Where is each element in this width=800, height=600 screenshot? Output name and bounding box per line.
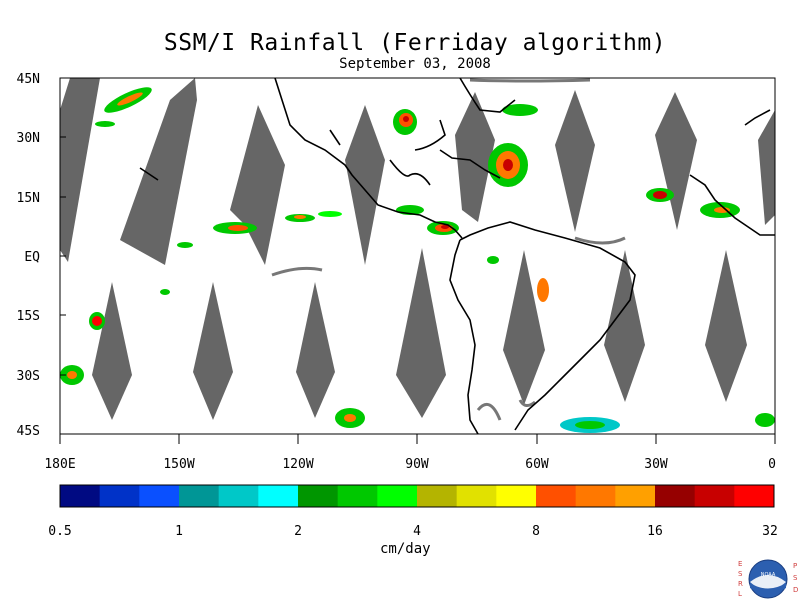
lon-label-30w: 30W [644,457,668,472]
colorbar-label-3: 4 [413,524,421,539]
colorbar-cell-11 [496,485,537,507]
svg-text:R: R [738,580,743,588]
map-title: SSM/I Rainfall (Ferriday algorithm) [163,30,667,56]
swath-n1 [60,78,100,262]
colorbar-cell-1 [99,485,140,507]
svg-text:L: L [738,590,742,598]
swath-n7 [655,92,697,230]
lon-label-60w: 60W [525,457,549,472]
svg-text:D: D [793,586,798,594]
colorbar-cell-6 [298,485,339,507]
colorbar-label-1: 1 [175,524,183,539]
colorbar-cell-16 [694,485,735,507]
swath-s5 [503,250,545,405]
lat-label-eq: EQ [24,250,40,265]
axis-ticks [59,77,776,444]
lon-label-0: 0 [768,457,776,472]
colorbar [60,485,775,507]
svg-text:S: S [793,574,798,582]
swath-s2 [193,282,233,420]
lat-label-45n: 45N [17,72,40,87]
lon-label-180e: 180E [44,457,75,472]
colorbar-units: cm/day [380,541,431,557]
swath-n5 [455,92,495,222]
swath-n6 [555,90,595,232]
colorbar-label-6: 32 [762,524,778,539]
swath-s7 [705,250,747,402]
colorbar-cell-15 [655,485,696,507]
swath-n2 [120,78,197,265]
lat-label-15n: 15N [17,191,40,206]
svg-text:E: E [738,560,742,568]
colorbar-cell-12 [536,485,577,507]
colorbar-cell-17 [734,485,775,507]
swath-s6 [604,250,645,402]
lat-label-30s: 30S [17,369,40,384]
swath-s1 [92,282,132,420]
colorbar-cell-3 [179,485,220,507]
lon-labels: 180E 150W 120W 90W 60W 30W 0 [44,457,776,472]
colorbar-cell-13 [575,485,616,507]
colorbar-cell-5 [258,485,299,507]
svg-text:S: S [738,570,743,578]
lon-label-90w: 90W [405,457,429,472]
svg-text:P: P [793,562,797,570]
coastlines [139,77,775,435]
svg-text:NOAA: NOAA [761,572,776,578]
swath-n3 [230,105,285,265]
colorbar-cell-2 [139,485,180,507]
colorbar-cell-9 [417,485,458,507]
colorbar-cell-10 [456,485,497,507]
swath-n4 [345,105,385,265]
lat-label-15s: 15S [17,309,40,324]
lat-label-30n: 30N [17,131,40,146]
swath-s4 [396,248,446,418]
colorbar-tick-labels: 0.5 1 2 4 8 16 32 [48,524,778,539]
swath-n8 [758,110,775,225]
swath-edges [271,78,626,421]
colorbar-label-4: 8 [532,524,540,539]
colorbar-label-2: 2 [294,524,302,539]
lat-labels: 45N 30N 15N EQ 15S 30S 45S [17,72,41,439]
colorbar-cell-7 [337,485,378,507]
swath-s3 [296,282,335,418]
lat-label-45s: 45S [17,424,40,439]
colorbar-cell-0 [60,485,101,507]
rainfall-patches [60,87,775,433]
lon-label-120w: 120W [282,457,313,472]
no-data-swaths [60,78,775,420]
map-date: September 03, 2008 [339,56,491,72]
colorbar-label-0: 0.5 [48,524,71,539]
colorbar-frame [59,484,775,508]
lon-label-150w: 150W [163,457,194,472]
colorbar-cell-4 [218,485,259,507]
colorbar-cell-8 [377,485,418,507]
colorbar-label-5: 16 [647,524,663,539]
noaa-esrl-logo: E S R L P S D NOAA [738,559,798,599]
colorbar-cell-14 [615,485,656,507]
